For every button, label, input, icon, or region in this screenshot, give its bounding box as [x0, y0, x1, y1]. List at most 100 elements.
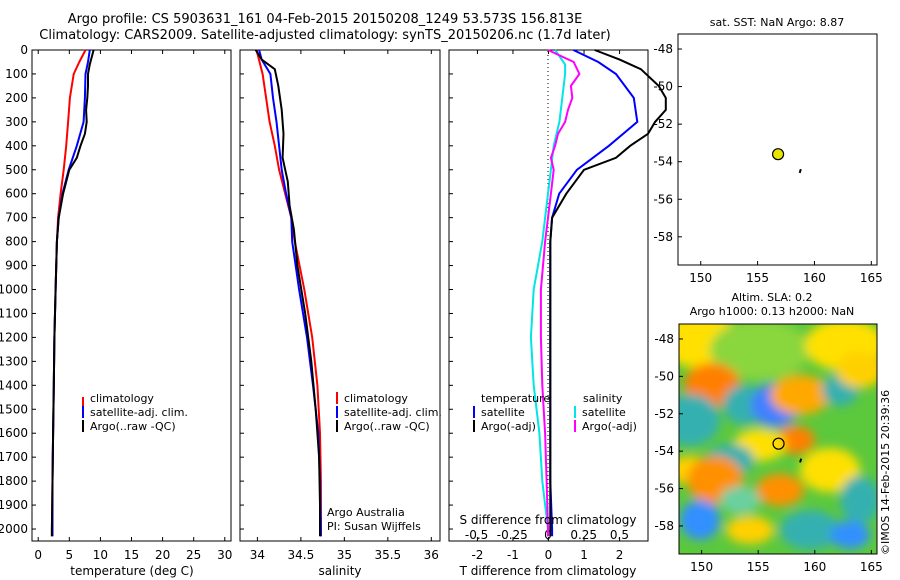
y-tick-label: 500: [5, 163, 28, 177]
salinity-x-axis: 34 34.5 35 35.5 36: [240, 49, 439, 562]
sla-anomaly-blob: [836, 352, 877, 388]
x-tick-label: 1: [580, 548, 588, 562]
y-tick-label: 1200: [0, 330, 28, 344]
credit-pi: PI: Susan Wijffels: [327, 520, 421, 533]
map-x-tick-label: 165: [860, 271, 883, 285]
sla-title-1: Altim. SLA: 0.2: [731, 291, 812, 304]
x-tick-label: -2: [471, 548, 483, 562]
figure-header: Argo profile: CS 5903631_161 04-Feb-2015…: [0, 0, 650, 46]
x-top-tick-label: -0.25: [497, 528, 528, 542]
y-tick-label: 200: [5, 91, 28, 105]
map-y-tick-label: -52: [654, 407, 674, 421]
legend-label-satellite: satellite-adj. clim.: [90, 406, 188, 419]
imos-watermark: ©IMOS 14-Feb-2015 20:39:36: [879, 390, 892, 555]
sla-anomaly-blob: [679, 394, 720, 446]
x-tick-label: 34.5: [288, 548, 315, 562]
y-tick-label: 1900: [0, 498, 28, 512]
y-tick-label: 1400: [0, 378, 28, 392]
temperature-axes-frame: [31, 49, 232, 542]
y-tick-label: 300: [5, 115, 28, 129]
x-tick-label: 36: [424, 548, 439, 562]
map-y-tick-label: -56: [653, 192, 673, 206]
legend-label-sal-satellite: satellite: [582, 406, 626, 419]
legend-label-climatology: climatology: [90, 392, 154, 405]
difference-legend: temperature salinity satellite Argo(-adj…: [473, 392, 637, 433]
x-tick-label: 25: [186, 548, 201, 562]
x-tick-label: 10: [93, 548, 108, 562]
temperature-xlabel: temperature (deg C): [70, 564, 193, 578]
temperature-panel: 0100200300400500600700800900100011001200…: [0, 43, 232, 578]
sla-title-2: Argo h1000: 0.13 h2000: NaN: [690, 305, 855, 318]
map-x-tick-label: 155: [746, 271, 769, 285]
salinity-axes-frame: [239, 49, 441, 542]
y-tick-label: 1500: [0, 402, 28, 416]
y-tick-label: 1800: [0, 474, 28, 488]
x-tick-label: 20: [155, 548, 170, 562]
sla-anomaly-blob: [840, 476, 877, 524]
x-top-tick-label: -0.5: [465, 528, 488, 542]
map-y-tick-label: -54: [654, 444, 674, 458]
map-x-tick-label: 150: [690, 560, 713, 574]
sla-anomaly-blob: [726, 516, 774, 544]
y-tick-label: 0: [20, 43, 28, 57]
sla-heatmap: [679, 324, 877, 554]
sst-map-panel: sat. SST: NaN Argo: 8.87 150 155 160 165 -48…: [653, 16, 882, 285]
salinity-legend: climatology satellite-adj. clim. Argo(..…: [336, 392, 442, 433]
difference-lines: [529, 49, 667, 537]
map-y-tick-label: -58: [653, 230, 673, 244]
map-x-tick-label: 150: [689, 271, 712, 285]
x-tick-label: 5: [65, 548, 73, 562]
map-x-tick-label: 165: [860, 560, 883, 574]
series-line: [539, 49, 581, 537]
legend-label-temp-satellite: satellite: [481, 406, 525, 419]
x-tick-label: 30: [217, 548, 232, 562]
series-line: [549, 49, 667, 537]
argo-position-marker: [772, 437, 785, 450]
legend-label-temp-argo: Argo(-adj): [481, 420, 536, 433]
y-tick-label: 400: [5, 139, 28, 153]
sla-anomaly-blob: [710, 324, 810, 380]
y-tick-label: 1600: [0, 426, 28, 440]
sla-map-frame: [678, 323, 878, 555]
sla-anomaly-blob: [800, 448, 860, 492]
salinity-lines: [254, 49, 322, 537]
s-difference-label: S difference from climatology: [460, 513, 637, 527]
map-y-tick-label: -48: [653, 42, 673, 56]
map-y-tick-label: -54: [653, 155, 673, 169]
y-tick-label: 700: [5, 211, 28, 225]
series-line: [50, 49, 95, 537]
map-y-tick-label: -50: [654, 369, 674, 383]
sal-legend-label-climatology: climatology: [344, 392, 408, 405]
sst-map-title: sat. SST: NaN Argo: 8.87: [710, 16, 844, 29]
sla-anomaly-blobs: [679, 324, 877, 550]
sla-anomaly-blob: [756, 474, 804, 506]
y-tick-label: 1700: [0, 450, 28, 464]
difference-xlabel: T difference from climatology: [459, 564, 637, 578]
x-tick-label: 15: [124, 548, 139, 562]
y-tick-label: 1100: [0, 306, 28, 320]
salinity-panel: 34 34.5 35 35.5 36 salinity climatology sate…: [239, 49, 442, 578]
sla-map-marks: [772, 437, 803, 463]
sal-legend-label-satellite: satellite-adj. clim.: [344, 406, 442, 419]
map-x-tick-label: 160: [803, 560, 826, 574]
map-x-tick-label: 155: [747, 560, 770, 574]
y-tick-label: 600: [5, 187, 28, 201]
float-track: [799, 458, 803, 463]
x-tick-label: 2: [616, 548, 624, 562]
title-line-2: Climatology: CARS2009. Satellite-adjuste…: [39, 28, 611, 43]
y-tick-label: 1300: [0, 354, 28, 368]
map-y-tick-label: -48: [654, 332, 674, 346]
temperature-lines: [50, 49, 95, 537]
x-tick-label: 0: [34, 548, 42, 562]
legend-label-sal-argo: Argo(-adj): [582, 420, 637, 433]
credit-argo-australia: Argo Australia: [327, 506, 405, 519]
map-y-tick-label: -50: [653, 80, 673, 94]
y-tick-label: 800: [5, 235, 28, 249]
map-x-tick-label: 160: [803, 271, 826, 285]
y-tick-label: 900: [5, 259, 28, 273]
legend-label-argo: Argo(..raw -QC): [90, 420, 176, 433]
sla-anomaly-blob: [720, 486, 760, 514]
sla-anomaly-blob: [830, 521, 870, 549]
x-tick-label: 35: [337, 548, 352, 562]
